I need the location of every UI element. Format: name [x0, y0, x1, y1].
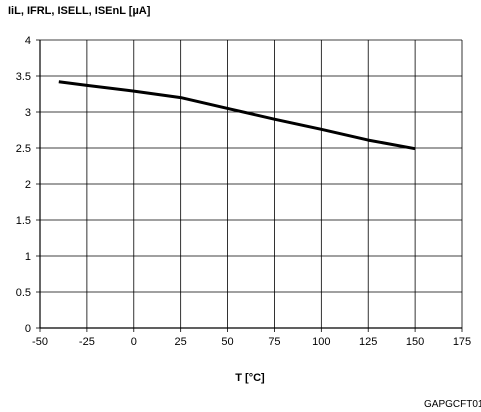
x-tick-label: 50: [221, 336, 233, 348]
x-tick-label: 125: [359, 336, 377, 348]
y-axis-label: IiL, IFRL, ISELL, ISEnL [µA]: [8, 5, 151, 17]
x-tick-label: -25: [79, 336, 95, 348]
y-tick-label: 3.5: [16, 71, 31, 83]
x-tick-label: -50: [32, 336, 48, 348]
y-tick-label: 0: [25, 323, 31, 335]
y-tick-label: 2.5: [16, 143, 31, 155]
x-tick-label: 75: [268, 336, 280, 348]
x-tick-label: 150: [406, 336, 424, 348]
x-axis-label: T [°C]: [235, 372, 265, 384]
y-tick-label: 4: [25, 35, 31, 47]
plot-area: -50 -25 0 25 50 75 100 125 150 175 0 0.5 1 1.5 2 2.5 3 3.…: [16, 35, 471, 348]
y-tick-label: 1: [25, 251, 31, 263]
figure-code: GAPGCFT01: [424, 399, 481, 410]
y-tick-label: 3: [25, 107, 31, 119]
x-tick-label: 25: [175, 336, 187, 348]
y-tick-label: 2: [25, 179, 31, 191]
x-tick-label: 100: [312, 336, 330, 348]
x-tick-label: 0: [131, 336, 137, 348]
y-tick-label: 1.5: [16, 215, 31, 227]
x-tick-label: 175: [453, 336, 471, 348]
series-line: [58, 80, 416, 151]
y-tick-label: 0.5: [16, 287, 31, 299]
